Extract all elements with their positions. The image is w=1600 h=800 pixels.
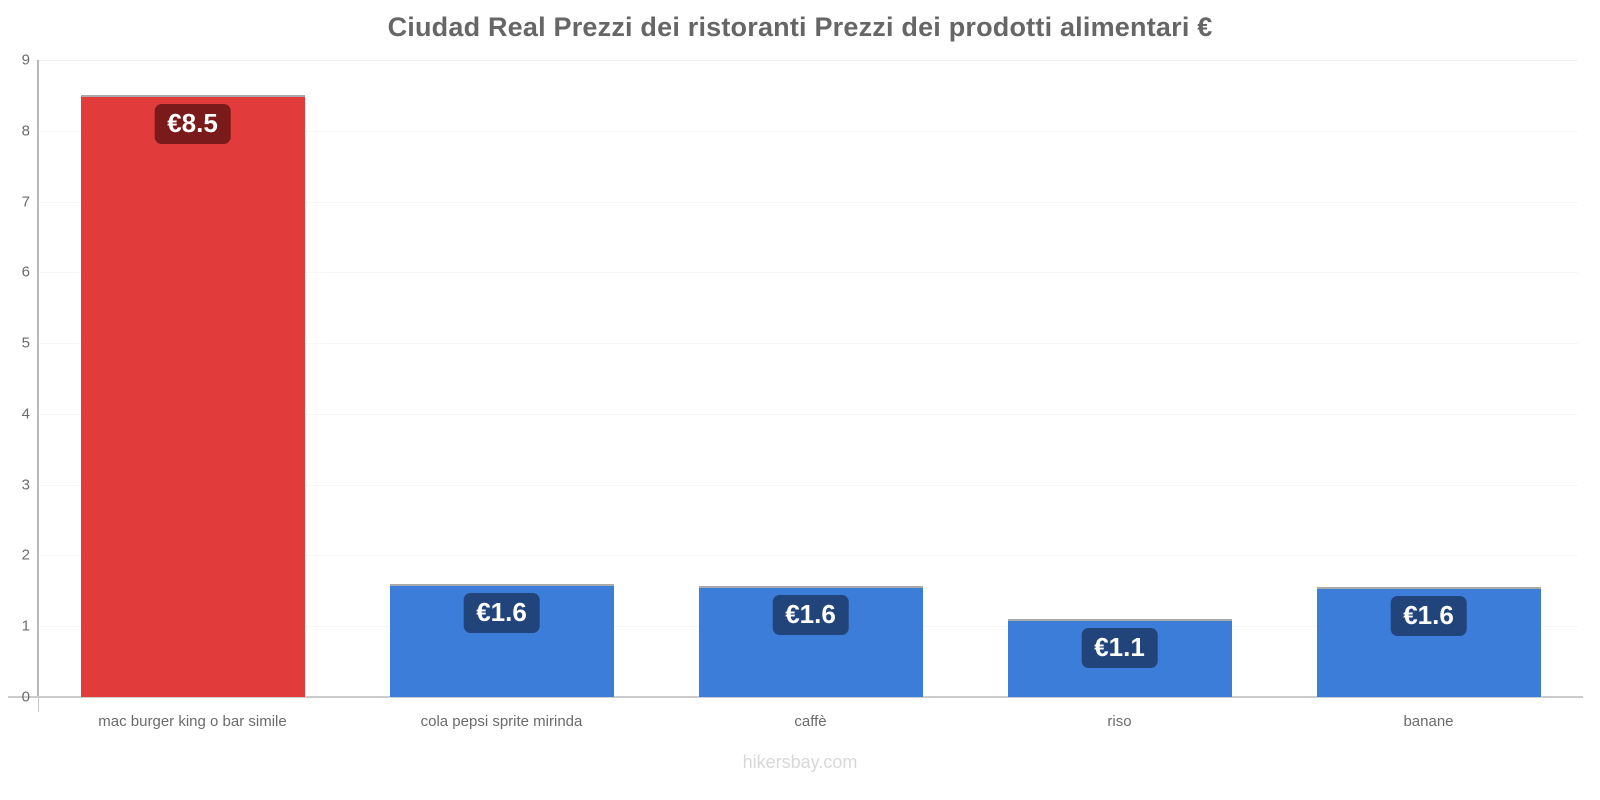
bar[interactable] xyxy=(80,95,305,697)
x-axis-tick-label: cola pepsi sprite mirinda xyxy=(420,713,583,730)
x-axis-tick-label: caffè xyxy=(794,713,827,730)
x-axis-tick-label: banane xyxy=(1403,713,1454,730)
y-axis-tick-label: 7 xyxy=(21,193,30,211)
y-axis-tick-label: 4 xyxy=(21,405,30,423)
y-axis-tick-label: 3 xyxy=(21,476,30,494)
x-axis-line xyxy=(8,696,1583,698)
x-axis-origin-tick xyxy=(38,698,39,712)
y-axis-tick-label: 8 xyxy=(21,122,30,140)
y-axis-tick-label: 5 xyxy=(21,334,30,352)
bar-value-label: €8.5 xyxy=(154,104,231,145)
y-axis-tick-label: 0 xyxy=(21,688,30,706)
bar-value-label: €1.1 xyxy=(1081,628,1158,669)
y-axis-tick-label: 6 xyxy=(21,263,30,281)
x-axis-tick-label: mac burger king o bar simile xyxy=(98,713,287,730)
bar-value-label: €1.6 xyxy=(772,594,849,635)
y-axis-tick-label: 2 xyxy=(21,546,30,564)
y-axis-line xyxy=(37,60,39,698)
bar-value-label: €1.6 xyxy=(1390,596,1467,637)
page-title: Ciudad Real Prezzi dei ristoranti Prezzi… xyxy=(387,12,1213,42)
y-axis-tick-label: 1 xyxy=(21,617,30,635)
y-axis-tick-label: 9 xyxy=(21,51,30,69)
footer-watermark: hikersbay.com xyxy=(742,752,858,772)
y-axis-tick-labels: 0 1 2 3 4 5 6 7 8 9 xyxy=(0,0,30,800)
bar-value-label: €1.6 xyxy=(463,592,540,633)
x-axis-tick-label: riso xyxy=(1107,713,1132,730)
